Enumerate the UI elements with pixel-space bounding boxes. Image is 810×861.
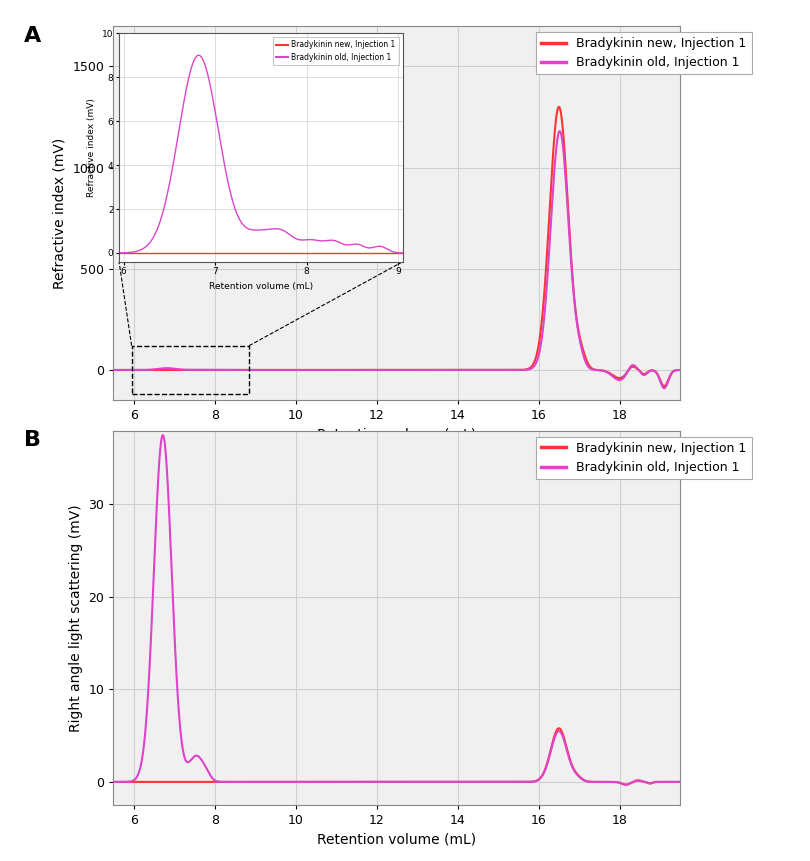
Y-axis label: Refractive index (mV): Refractive index (mV) [53, 138, 67, 288]
X-axis label: Retention volume (mL): Retention volume (mL) [318, 833, 476, 846]
Text: A: A [24, 26, 41, 46]
X-axis label: Retention volume (mL): Retention volume (mL) [318, 428, 476, 442]
Y-axis label: Right angle light scattering (mV): Right angle light scattering (mV) [69, 504, 83, 732]
Legend: Bradykinin new, Injection 1, Bradykinin old, Injection 1: Bradykinin new, Injection 1, Bradykinin … [536, 32, 752, 74]
Text: B: B [24, 430, 41, 450]
Legend: Bradykinin new, Injection 1, Bradykinin old, Injection 1: Bradykinin new, Injection 1, Bradykinin … [536, 437, 752, 479]
